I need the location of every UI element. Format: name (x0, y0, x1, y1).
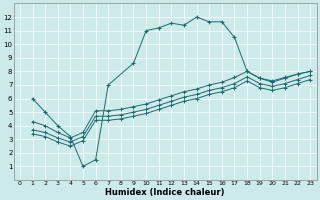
X-axis label: Humidex (Indice chaleur): Humidex (Indice chaleur) (105, 188, 225, 197)
